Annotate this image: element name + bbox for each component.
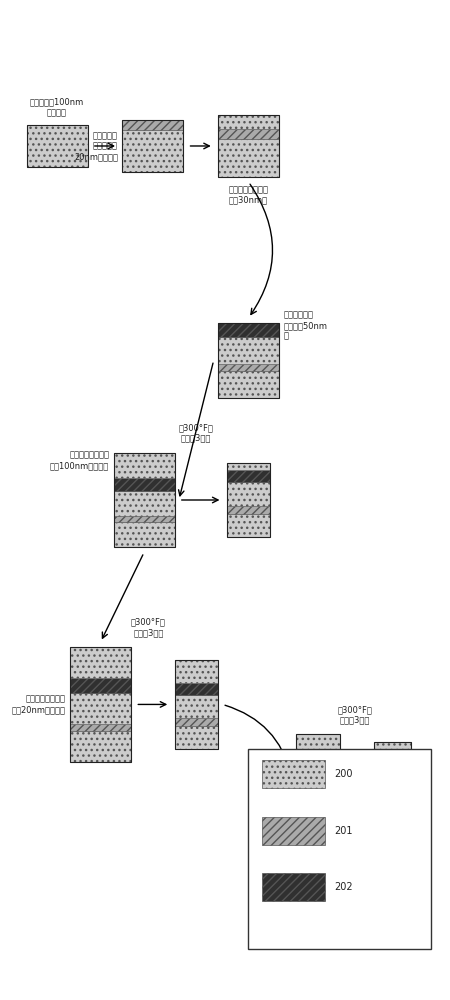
Bar xyxy=(297,734,340,824)
Bar xyxy=(27,125,87,167)
Bar xyxy=(27,125,87,167)
Bar xyxy=(113,516,175,522)
Bar xyxy=(70,647,131,762)
Bar xyxy=(113,453,175,478)
Bar xyxy=(374,742,410,817)
Bar xyxy=(218,129,279,139)
Text: 201: 201 xyxy=(334,826,353,836)
Bar xyxy=(227,514,270,537)
Bar xyxy=(297,793,340,801)
Bar xyxy=(227,470,270,482)
Bar xyxy=(113,453,175,547)
Bar xyxy=(113,522,175,547)
Bar xyxy=(297,758,340,769)
Bar xyxy=(218,337,279,364)
Bar xyxy=(70,731,131,762)
Text: 在300°F下
热收缩3分钟: 在300°F下 热收缩3分钟 xyxy=(338,705,373,724)
Bar xyxy=(113,478,175,491)
Text: 202: 202 xyxy=(334,882,353,892)
Bar xyxy=(374,770,410,789)
Bar xyxy=(297,769,340,793)
Bar xyxy=(70,724,131,731)
Bar xyxy=(175,726,218,749)
Bar xyxy=(227,463,270,537)
Bar xyxy=(374,789,410,798)
Bar xyxy=(374,742,410,761)
Text: 在另一侧上电子束
蒸镀30nm铁: 在另一侧上电子束 蒸镀30nm铁 xyxy=(229,185,269,204)
Bar xyxy=(70,647,131,678)
Bar xyxy=(70,693,131,724)
Bar xyxy=(297,801,340,824)
Bar xyxy=(70,678,131,693)
Bar xyxy=(122,120,183,172)
Bar xyxy=(122,130,183,172)
Bar xyxy=(374,798,410,817)
Bar xyxy=(227,482,270,506)
Bar xyxy=(218,364,279,371)
Bar xyxy=(261,873,325,901)
Bar xyxy=(261,760,325,788)
Bar xyxy=(175,660,218,683)
Bar xyxy=(218,115,279,129)
Text: 在铁的上方电子束
蒸镀100nm二氧化硅: 在铁的上方电子束 蒸镀100nm二氧化硅 xyxy=(50,451,109,470)
Bar xyxy=(175,695,218,718)
Text: 电子束蒸镀100nm
二氧化硅: 电子束蒸镀100nm 二氧化硅 xyxy=(30,98,84,117)
Bar xyxy=(218,323,279,398)
Bar xyxy=(218,115,279,177)
Bar xyxy=(374,761,410,770)
Bar xyxy=(175,683,218,695)
Bar xyxy=(122,120,183,130)
Text: 在另一侧上电
子束蒸镀50nm
铁: 在另一侧上电 子束蒸镀50nm 铁 xyxy=(284,311,327,340)
Text: 在300°F下
热收缩3分钟: 在300°F下 热收缩3分钟 xyxy=(179,423,214,443)
Bar xyxy=(175,718,218,726)
Bar xyxy=(218,139,279,177)
Bar xyxy=(218,371,279,398)
Bar xyxy=(227,463,270,470)
Bar xyxy=(218,323,279,337)
Bar xyxy=(248,749,431,949)
Bar xyxy=(175,660,218,749)
Bar xyxy=(261,817,325,845)
Bar xyxy=(297,734,340,758)
Bar xyxy=(113,491,175,516)
Text: 在300°F下
热收缩3分钟: 在300°F下 热收缩3分钟 xyxy=(131,618,166,637)
Text: 200: 200 xyxy=(334,769,353,779)
Text: 在铁的上方电子束
蒸镀20nm二氧化硅: 在铁的上方电子束 蒸镀20nm二氧化硅 xyxy=(12,695,66,714)
Bar xyxy=(227,506,270,514)
Text: 在另一侧上
电子束蒸镀
20nm二氧化硅: 在另一侧上 电子束蒸镀 20nm二氧化硅 xyxy=(74,131,118,161)
